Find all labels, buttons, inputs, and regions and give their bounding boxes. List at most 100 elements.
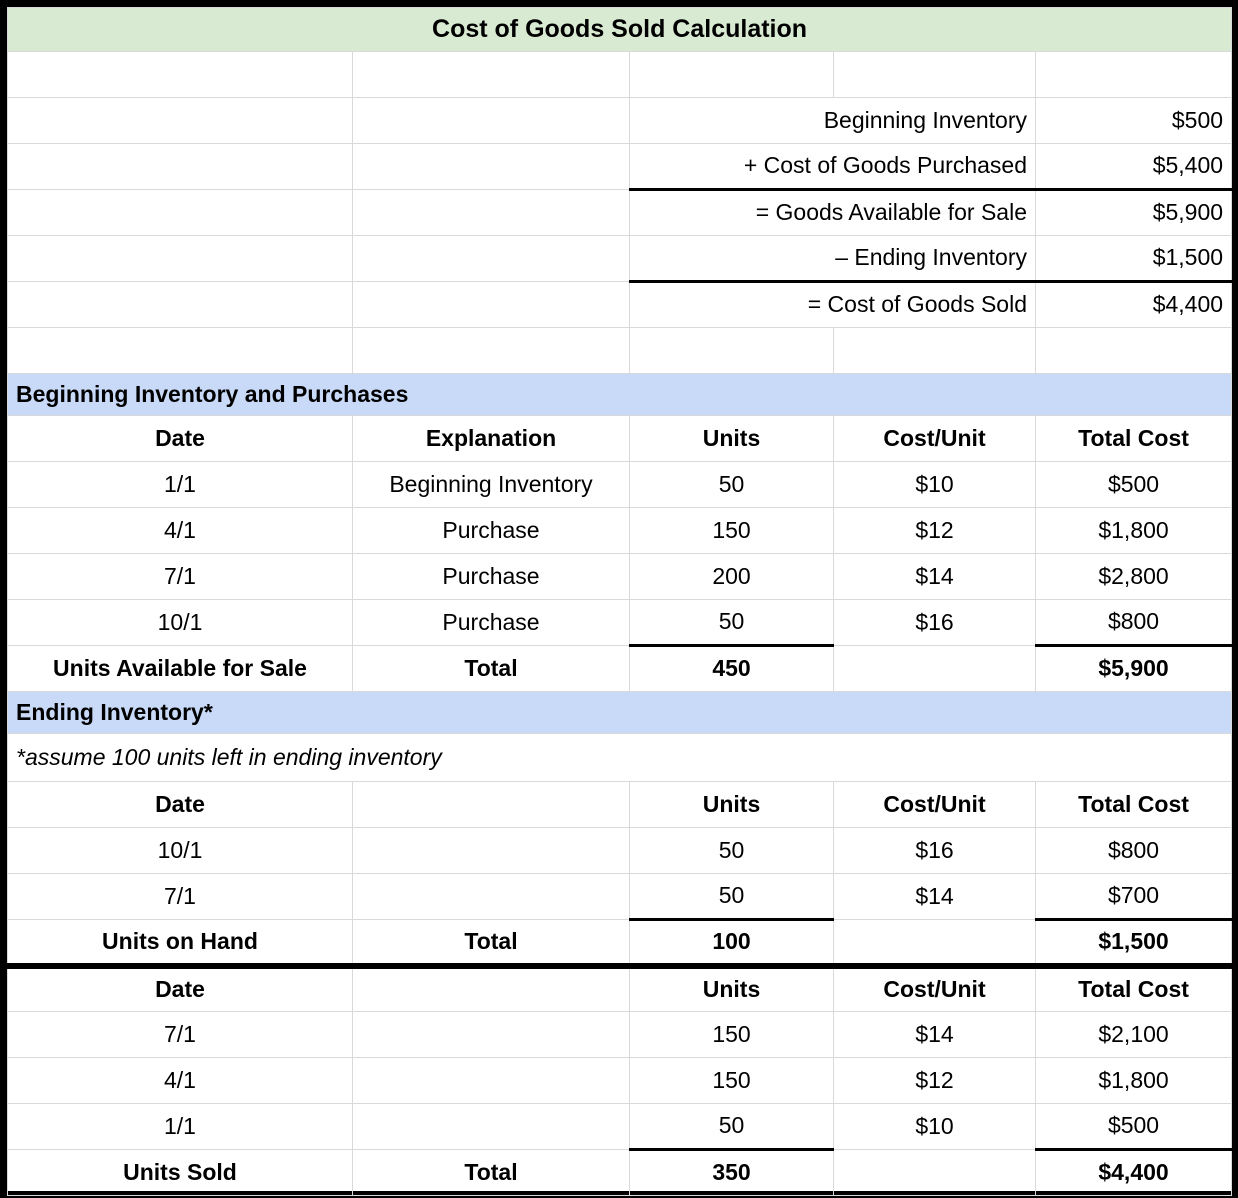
cell-units[interactable]: 50 xyxy=(629,827,834,874)
column-header-cost-per-unit[interactable]: Cost/Unit xyxy=(833,962,1036,1012)
cell-total-cost[interactable]: $1,800 xyxy=(1034,1057,1233,1104)
total-cost-cell[interactable]: $4,400 xyxy=(1034,1149,1233,1196)
cell-explanation[interactable] xyxy=(352,873,630,920)
empty-cell[interactable] xyxy=(352,51,630,98)
total-label-cell[interactable]: Units Available for Sale xyxy=(7,645,353,692)
cell-cost-per-unit[interactable]: $12 xyxy=(833,507,1036,554)
cell-total-cost[interactable]: $800 xyxy=(1034,827,1233,874)
empty-cell[interactable] xyxy=(7,143,353,190)
cogs-summary-value[interactable]: $5,400 xyxy=(1034,143,1233,191)
cell-units[interactable]: 200 xyxy=(629,553,834,600)
total-caption-cell[interactable]: Total xyxy=(352,645,630,692)
empty-cell[interactable] xyxy=(352,327,630,374)
cell-cost-per-unit[interactable]: $12 xyxy=(833,1057,1036,1104)
cell-explanation[interactable] xyxy=(352,1057,630,1104)
column-header-blank[interactable] xyxy=(352,962,630,1012)
total-cost-cell[interactable]: $1,500 xyxy=(1034,919,1233,966)
cell-total-cost[interactable]: $700 xyxy=(1034,873,1233,921)
cell-total-cost[interactable]: $800 xyxy=(1034,599,1233,647)
cell-total-cost[interactable]: $2,800 xyxy=(1034,553,1233,600)
total-caption-cell[interactable]: Total xyxy=(352,1149,630,1196)
cell-explanation[interactable] xyxy=(352,1011,630,1058)
section-header-purchases[interactable]: Beginning Inventory and Purchases xyxy=(6,373,1233,416)
cell-total-cost[interactable]: $500 xyxy=(1034,461,1233,508)
column-header-total-cost[interactable]: Total Cost xyxy=(1034,781,1233,828)
cell-explanation[interactable] xyxy=(352,1103,630,1150)
cogs-summary-value[interactable]: $500 xyxy=(1034,97,1233,144)
empty-cell[interactable] xyxy=(352,189,630,236)
column-header-units[interactable]: Units xyxy=(629,415,834,462)
cogs-summary-value[interactable]: $1,500 xyxy=(1034,235,1233,283)
total-units-cell[interactable]: 450 xyxy=(629,645,834,692)
cell-units[interactable]: 50 xyxy=(629,873,834,921)
column-header-total-cost[interactable]: Total Cost xyxy=(1034,962,1233,1012)
empty-cell[interactable] xyxy=(629,327,834,374)
empty-cell[interactable] xyxy=(833,645,1036,692)
cell-date[interactable]: 10/1 xyxy=(7,599,353,646)
cogs-summary-label[interactable]: + Cost of Goods Purchased xyxy=(629,143,1036,191)
sheet-title[interactable]: Cost of Goods Sold Calculation xyxy=(6,7,1233,52)
empty-cell[interactable] xyxy=(7,189,353,236)
cogs-summary-label[interactable]: – Ending Inventory xyxy=(629,235,1036,283)
cell-total-cost[interactable]: $2,100 xyxy=(1034,1011,1233,1058)
empty-cell[interactable] xyxy=(7,51,353,98)
cell-date[interactable]: 1/1 xyxy=(7,461,353,508)
empty-cell[interactable] xyxy=(7,97,353,144)
cell-units[interactable]: 50 xyxy=(629,599,834,647)
empty-cell[interactable] xyxy=(7,235,353,282)
column-header-date[interactable]: Date xyxy=(7,962,353,1012)
cogs-summary-value[interactable]: $4,400 xyxy=(1034,281,1233,328)
column-header-date[interactable]: Date xyxy=(7,781,353,828)
total-caption-cell[interactable]: Total xyxy=(352,919,630,966)
cell-cost-per-unit[interactable]: $16 xyxy=(833,827,1036,874)
column-header-explanation[interactable]: Explanation xyxy=(352,415,630,462)
cell-date[interactable]: 4/1 xyxy=(7,1057,353,1104)
cell-cost-per-unit[interactable]: $16 xyxy=(833,599,1036,646)
cogs-summary-label[interactable]: = Cost of Goods Sold xyxy=(629,281,1036,328)
cell-date[interactable]: 1/1 xyxy=(7,1103,353,1150)
column-header-units[interactable]: Units xyxy=(629,781,834,828)
cell-total-cost[interactable]: $1,800 xyxy=(1034,507,1233,554)
empty-cell[interactable] xyxy=(833,919,1036,966)
cell-date[interactable]: 7/1 xyxy=(7,553,353,600)
total-label-cell[interactable]: Units Sold xyxy=(7,1149,353,1196)
cell-explanation[interactable] xyxy=(352,827,630,874)
cell-date[interactable]: 4/1 xyxy=(7,507,353,554)
cell-explanation[interactable]: Purchase xyxy=(352,553,630,600)
cell-date[interactable]: 7/1 xyxy=(7,873,353,920)
cell-date[interactable]: 7/1 xyxy=(7,1011,353,1058)
cell-cost-per-unit[interactable]: $14 xyxy=(833,1011,1036,1058)
column-header-blank[interactable] xyxy=(352,781,630,828)
empty-cell[interactable] xyxy=(833,327,1036,374)
column-header-cost-per-unit[interactable]: Cost/Unit xyxy=(833,415,1036,462)
total-units-cell[interactable]: 100 xyxy=(629,919,834,966)
empty-cell[interactable] xyxy=(833,51,1036,98)
section-header-ending-inventory[interactable]: Ending Inventory* xyxy=(6,691,1233,734)
cell-units[interactable]: 50 xyxy=(629,1103,834,1151)
cell-units[interactable]: 50 xyxy=(629,461,834,508)
total-label-cell[interactable]: Units on Hand xyxy=(7,919,353,966)
cell-date[interactable]: 10/1 xyxy=(7,827,353,874)
column-header-date[interactable]: Date xyxy=(7,415,353,462)
empty-cell[interactable] xyxy=(352,235,630,282)
cell-explanation[interactable]: Purchase xyxy=(352,507,630,554)
empty-cell[interactable] xyxy=(7,327,353,374)
cell-cost-per-unit[interactable]: $10 xyxy=(833,1103,1036,1150)
total-units-cell[interactable]: 350 xyxy=(629,1149,834,1196)
cell-explanation[interactable]: Purchase xyxy=(352,599,630,646)
cogs-summary-value[interactable]: $5,900 xyxy=(1034,189,1233,236)
total-cost-cell[interactable]: $5,900 xyxy=(1034,645,1233,692)
empty-cell[interactable] xyxy=(833,1149,1036,1196)
cell-cost-per-unit[interactable]: $10 xyxy=(833,461,1036,508)
column-header-total-cost[interactable]: Total Cost xyxy=(1034,415,1233,462)
empty-cell[interactable] xyxy=(352,97,630,144)
empty-cell[interactable] xyxy=(1034,327,1233,374)
cogs-summary-label[interactable]: Beginning Inventory xyxy=(629,97,1036,144)
empty-cell[interactable] xyxy=(352,281,630,328)
cell-units[interactable]: 150 xyxy=(629,1011,834,1058)
cell-units[interactable]: 150 xyxy=(629,507,834,554)
cell-cost-per-unit[interactable]: $14 xyxy=(833,553,1036,600)
empty-cell[interactable] xyxy=(629,51,834,98)
empty-cell[interactable] xyxy=(7,281,353,328)
cell-explanation[interactable]: Beginning Inventory xyxy=(352,461,630,508)
